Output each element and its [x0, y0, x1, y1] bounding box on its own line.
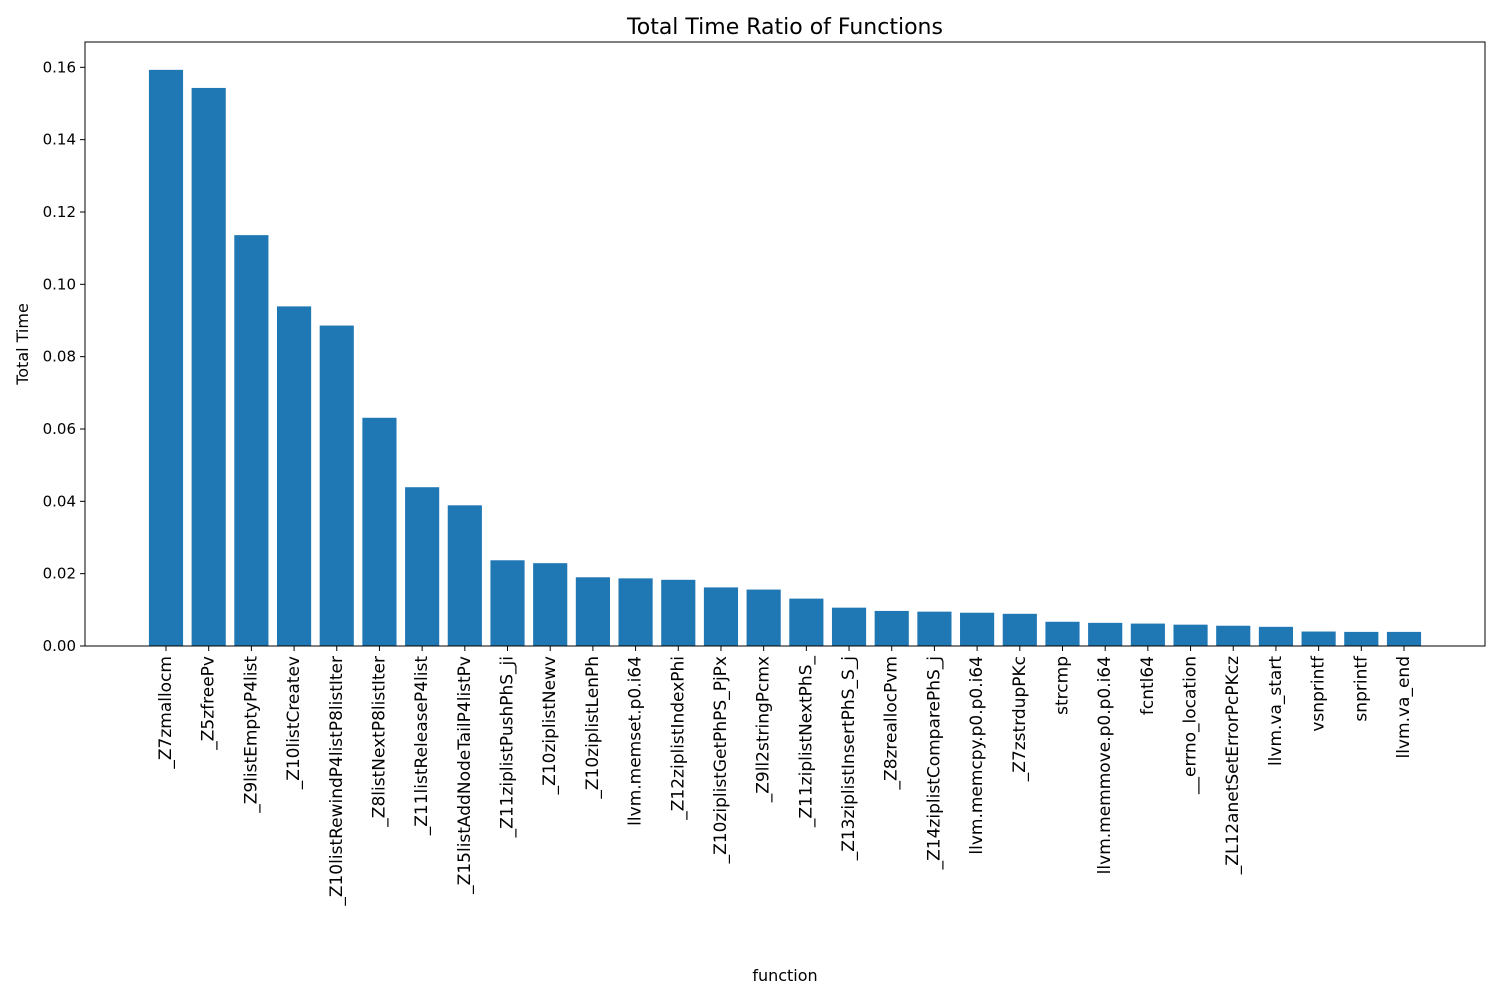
x-axis: _Z7zmallocm _Z5zfreePv _Z9listEmptyP4list _… [156, 646, 1414, 907]
x-tick-label: _Z7zmallocm [156, 656, 176, 770]
x-tick-label: _Z5zfreePv [199, 656, 219, 751]
y-tick-label: 0.14 [43, 131, 76, 149]
bar [1301, 631, 1336, 646]
bar [191, 87, 226, 647]
x-tick-label: llvm.va_start [1266, 656, 1286, 766]
bar [575, 577, 610, 646]
bar [831, 607, 867, 646]
bar [789, 598, 824, 646]
bar [447, 505, 482, 646]
x-tick-label: _ZL12anetSetErrorPcPKcz [1223, 656, 1243, 875]
x-axis-label: function [752, 966, 817, 985]
y-tick-label: 0.02 [43, 565, 76, 583]
x-tick-label: _Z11listReleaseP4list [412, 656, 432, 837]
bar [661, 579, 696, 646]
bar [917, 611, 952, 646]
x-tick-label: _Z10listCreatev [284, 656, 304, 790]
x-tick-label: _Z15listAddNodeTailP4listPv [455, 656, 475, 895]
x-tick-label: _Z10ziplistGetPhPS_PjPx [711, 656, 731, 864]
y-tick-label: 0.06 [43, 420, 76, 438]
bar [874, 610, 909, 646]
bar [1344, 631, 1379, 646]
bar [1002, 613, 1037, 646]
bar [148, 69, 184, 647]
x-tick-label: llvm.va_end [1394, 656, 1414, 758]
y-tick-label: 0.10 [43, 275, 76, 293]
bar [1045, 621, 1080, 646]
x-tick-label: _Z14ziplistComparePhS_j [924, 656, 944, 870]
bar [746, 589, 781, 646]
x-tick-label: _Z10ziplistNewv [540, 656, 560, 795]
bar [1386, 631, 1422, 646]
x-tick-label: _Z9listEmptyP4list [241, 656, 261, 814]
bar [703, 587, 739, 646]
x-tick-label: llvm.memmove.p0.p0.i64 [1095, 656, 1115, 874]
y-tick-label: 0.00 [43, 637, 76, 655]
x-tick-label: _Z13ziplistInsertPhS_S_j [839, 656, 859, 861]
y-axis-label: Total Time [13, 303, 32, 386]
bar [1258, 626, 1294, 646]
bar [1130, 623, 1165, 646]
bar [319, 325, 354, 646]
x-tick-label: _Z10listRewindP4listP8listIter [327, 656, 347, 907]
bar [533, 563, 568, 646]
x-tick-label: fcntl64 [1138, 656, 1158, 715]
y-tick-label: 0.16 [43, 58, 76, 76]
x-tick-label: _Z8zreallocPvm [882, 656, 902, 790]
bar [490, 560, 525, 646]
x-tick-label: _Z10ziplistLenPh [583, 656, 603, 800]
x-tick-label: strcmp [1052, 656, 1072, 715]
y-axis: 0.00 0.02 0.04 0.06 0.08 0.10 0.12 0.14 0.16 [43, 58, 85, 655]
x-tick-label: _Z11ziplistNextPhS_ [796, 656, 816, 829]
x-tick-label: llvm.memset.p0.i64 [626, 656, 646, 826]
x-tick-label: _Z8listNextP8listIter [369, 656, 389, 828]
y-tick-label: 0.08 [43, 348, 76, 366]
x-tick-label: vsnprintf [1309, 655, 1329, 732]
chart-title: Total Time Ratio of Functions [626, 15, 943, 40]
x-tick-label: __errno_location [1181, 656, 1201, 795]
bar [1216, 625, 1251, 646]
bars-layer [148, 69, 1422, 647]
bar [234, 235, 269, 646]
bar [618, 578, 653, 646]
x-tick-label: snprintf [1351, 655, 1371, 722]
x-tick-label: llvm.memcpy.p0.p0.i64 [967, 656, 987, 855]
y-tick-label: 0.04 [43, 492, 76, 510]
bar [362, 417, 397, 646]
bar [960, 612, 995, 646]
bar [276, 306, 312, 646]
bar [1173, 624, 1208, 646]
x-tick-label: _Z11ziplistPushPhS_ji [498, 656, 518, 838]
x-tick-label: _Z12ziplistIndexPhi [668, 656, 688, 821]
bar [1088, 622, 1123, 646]
plot-frame [84, 41, 1486, 647]
bar [405, 487, 440, 646]
x-tick-label: _Z7zstrdupPKc [1010, 656, 1030, 782]
y-tick-label: 0.12 [43, 203, 76, 221]
x-tick-label: _Z9ll2stringPcmx [754, 656, 774, 803]
